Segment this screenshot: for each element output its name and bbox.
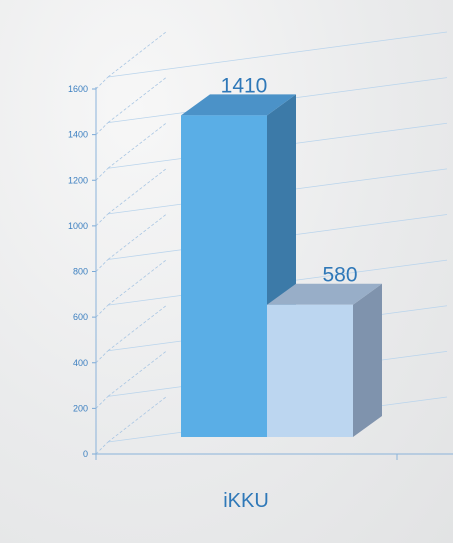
data-label: 580 — [322, 264, 357, 287]
grid-slant-line — [107, 396, 167, 443]
gridline — [107, 31, 448, 78]
y-tick-label: 1200 — [68, 175, 88, 185]
grid-slant-line — [107, 351, 167, 397]
bar-top — [181, 94, 296, 116]
bar — [181, 115, 267, 437]
bar — [267, 304, 353, 437]
grid-slant-line — [107, 259, 167, 306]
grid-slant-line — [107, 214, 167, 260]
grid-depth-line — [95, 167, 109, 181]
bar-top — [267, 283, 382, 305]
y-tick-label: 600 — [73, 312, 88, 322]
grid-depth-line — [95, 350, 109, 364]
grid-depth-line — [95, 396, 109, 409]
y-tick-label: 1000 — [68, 221, 88, 231]
grid-depth-line — [95, 122, 109, 135]
y-tick-label: 0 — [83, 449, 88, 459]
grid-depth-line — [95, 441, 109, 455]
y-tick-label: 1600 — [68, 84, 88, 94]
grid-slant-line — [107, 122, 167, 169]
grid-slant-line — [107, 77, 167, 123]
grid-depth-line — [95, 76, 109, 90]
y-tick-label: 400 — [73, 358, 88, 368]
grid-slant-line — [107, 31, 167, 78]
y-tick-label: 800 — [73, 267, 88, 277]
grid-depth-line — [95, 259, 109, 272]
y-tick-label: 200 — [73, 403, 88, 413]
grid-slant-line — [107, 168, 167, 215]
data-label: 1410 — [221, 74, 268, 97]
x-category-label: iKKU — [223, 490, 269, 512]
grid-depth-line — [95, 213, 109, 227]
grid-depth-line — [95, 304, 109, 318]
grid-slant-line — [107, 305, 167, 352]
bar-side — [353, 283, 382, 437]
y-tick-label: 1400 — [68, 130, 88, 140]
